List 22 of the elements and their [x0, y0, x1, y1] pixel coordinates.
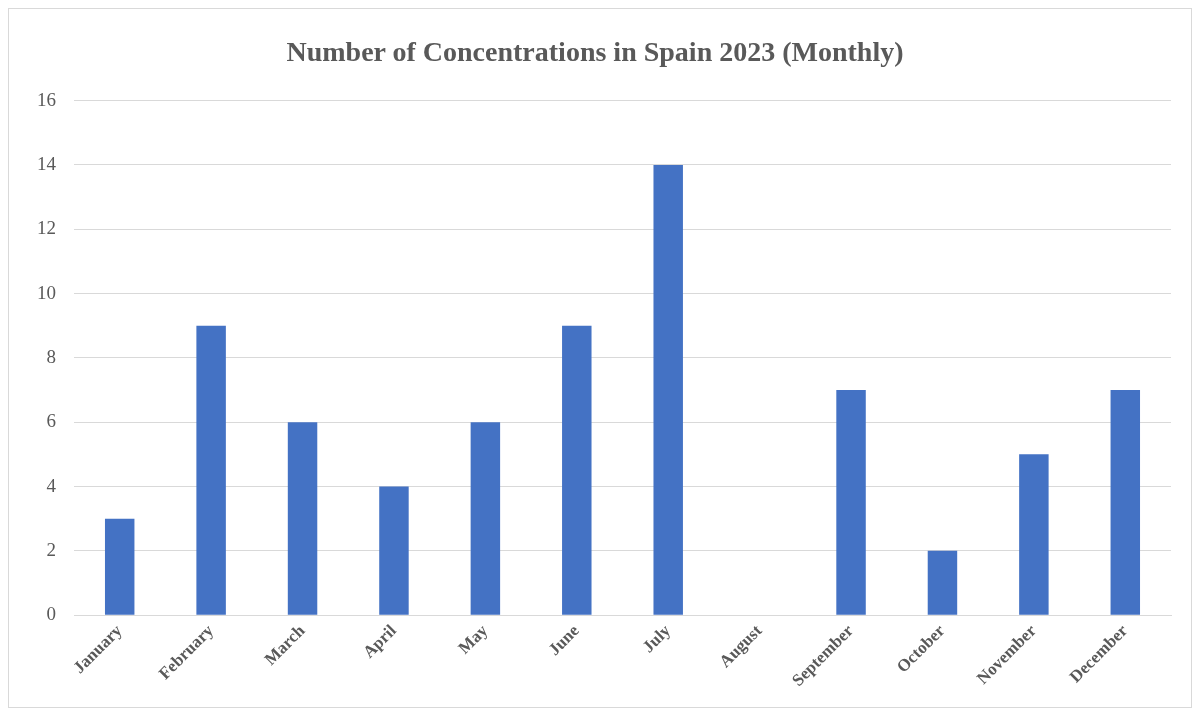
- y-tick-label: 2: [46, 538, 56, 560]
- bar: [287, 422, 318, 615]
- chart-title: Number of Concentrations in Spain 2023 (Monthly): [286, 36, 904, 68]
- bar: [1019, 454, 1049, 615]
- x-tick-label: July: [638, 620, 675, 657]
- bar: [562, 325, 592, 615]
- bar: [927, 550, 958, 615]
- bar: [653, 164, 683, 615]
- bar: [1110, 390, 1141, 615]
- bar: [836, 390, 866, 615]
- y-tick-label: 0: [46, 603, 56, 625]
- y-tick-label: 14: [37, 152, 57, 174]
- bar: [470, 422, 501, 615]
- bar: [196, 325, 226, 615]
- y-tick-label: 16: [37, 88, 56, 110]
- bar: [104, 518, 135, 615]
- y-tick-label: 12: [37, 217, 56, 239]
- y-tick-label: 6: [46, 410, 56, 432]
- y-tick-label: 4: [46, 474, 57, 496]
- y-tick-label: 10: [37, 281, 56, 303]
- y-tick-label: 8: [46, 345, 56, 367]
- bar: [379, 486, 409, 615]
